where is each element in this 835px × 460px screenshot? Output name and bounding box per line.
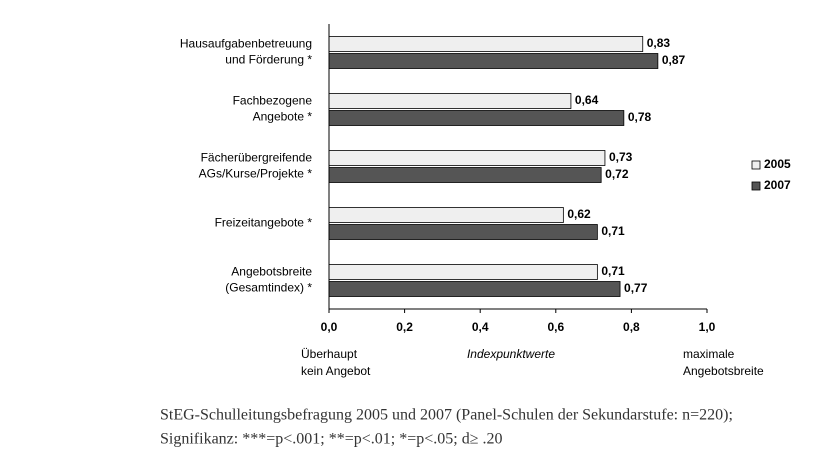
- value-label: 0,64: [575, 93, 599, 107]
- legend-swatch: [751, 181, 761, 191]
- x-axis-right-label: Angebotsbreite: [683, 364, 764, 378]
- legend-label: 2005: [764, 157, 791, 171]
- value-label: 0,62: [567, 207, 591, 221]
- value-label: 0,78: [628, 110, 652, 124]
- bar: [328, 167, 602, 183]
- bar: [328, 264, 598, 280]
- bar: [328, 53, 659, 69]
- value-label: 0,71: [601, 224, 625, 238]
- value-label: 0,71: [601, 264, 625, 278]
- x-axis-label: Indexpunktwerte: [467, 347, 555, 361]
- x-tick-label: 0,4: [472, 320, 489, 334]
- bar: [328, 224, 598, 240]
- x-tick-label: 0,0: [321, 320, 338, 334]
- category-label: Hausaufgabenbetreuung: [180, 37, 312, 51]
- category-label: Freizeitangebote *: [215, 216, 313, 230]
- caption: StEG-Schulleitungsbefragung 2005 und 200…: [160, 407, 733, 424]
- x-tick-label: 0,2: [396, 320, 413, 334]
- x-tick-label: 0,8: [623, 320, 640, 334]
- category-label: Angebote *: [253, 110, 313, 124]
- x-axis-left-label: Überhaupt: [301, 347, 358, 361]
- category-label: Fachbezogene: [233, 94, 313, 108]
- bar: [328, 36, 644, 52]
- bar: [328, 150, 606, 166]
- x-axis-left-label: kein Angebot: [301, 364, 371, 378]
- caption: Signifikanz: ***=p<.001; **=p<.01; *=p<.…: [160, 431, 502, 448]
- value-label: 0,77: [624, 281, 648, 295]
- legend-label: 2007: [764, 178, 791, 192]
- value-label: 0,83: [647, 36, 671, 50]
- category-label: Angebotsbreite: [231, 265, 312, 279]
- category-label: AGs/Kurse/Projekte *: [199, 167, 313, 181]
- bar: [328, 110, 625, 126]
- bar: [328, 207, 564, 223]
- category-label: (Gesamtindex) *: [225, 281, 312, 295]
- x-tick-label: 0,6: [547, 320, 564, 334]
- bar: [328, 93, 572, 109]
- legend-swatch: [751, 160, 761, 170]
- value-label: 0,73: [609, 150, 633, 164]
- value-label: 0,72: [605, 167, 629, 181]
- bar: [328, 281, 621, 297]
- x-tick-label: 1,0: [699, 320, 716, 334]
- value-label: 0,87: [662, 53, 686, 67]
- category-label: und Förderung *: [225, 53, 312, 67]
- category-label: Fächerübergreifende: [201, 151, 313, 165]
- x-axis-right-label: maximale: [683, 347, 735, 361]
